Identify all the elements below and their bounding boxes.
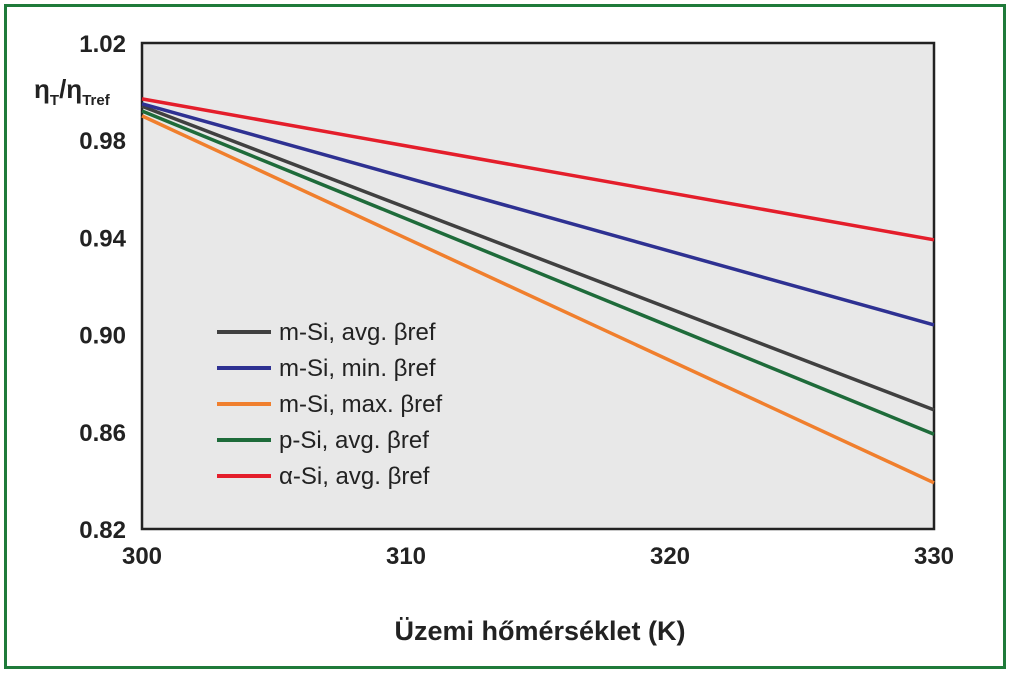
x-axis-title: Üzemi hőmérséklet (K) [394, 616, 685, 646]
ticks-layer: 300 310 320 330 0.82 0.86 0.90 0.94 0.98 1.02 [79, 31, 954, 570]
series-line-2 [141, 102, 935, 327]
y-tick-label: 0.82 [79, 517, 126, 544]
legend: m-Si, avg. βref m-Si, min. βref m-Si, max.… [217, 319, 442, 490]
y-tick-label: 0.94 [79, 225, 126, 252]
series-line-1 [141, 104, 935, 412]
plot-area [140, 41, 936, 531]
legend-label-4: p-Si, avg. βref [279, 427, 429, 454]
series-line-4 [141, 109, 935, 436]
y-tick-label: 0.98 [79, 128, 126, 155]
legend-label-2: m-Si, min. βref [279, 355, 436, 382]
x-tick-label: 320 [650, 543, 690, 570]
y-tick-label: 0.86 [79, 420, 126, 447]
y-tick-label: 1.02 [79, 31, 126, 58]
legend-label-1: m-Si, avg. βref [279, 319, 436, 346]
legend-label-5: α-Si, avg. βref [279, 463, 430, 490]
series-line-3 [141, 114, 935, 485]
y-tick-label: 0.90 [79, 323, 126, 350]
series-line-5 [141, 97, 935, 242]
x-tick-label: 300 [122, 543, 162, 570]
x-tick-label: 330 [914, 543, 954, 570]
legend-label-3: m-Si, max. βref [279, 391, 442, 418]
y-axis-label: ηT/ηTref [34, 74, 111, 109]
series-layer [141, 97, 935, 485]
x-tick-label: 310 [386, 543, 426, 570]
